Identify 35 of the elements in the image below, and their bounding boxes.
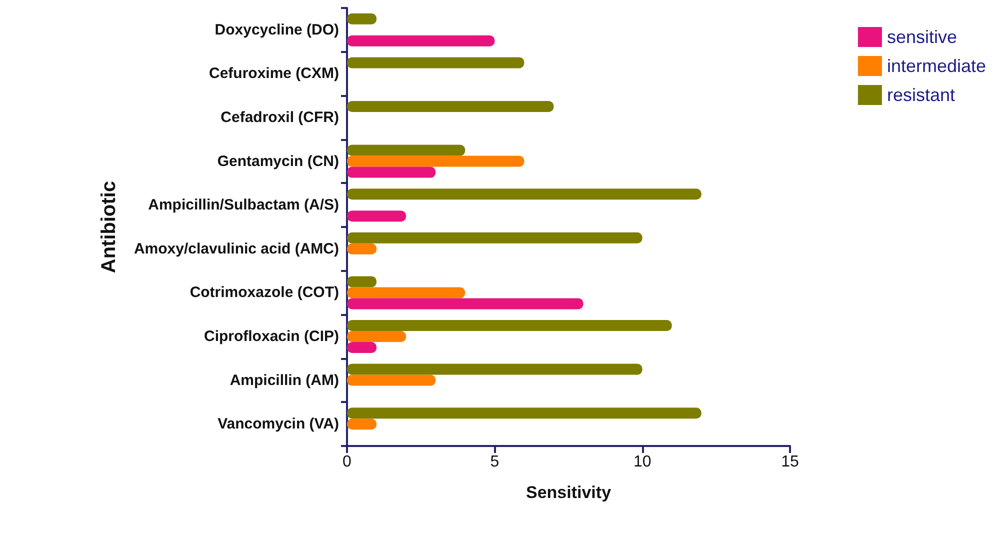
legend-label: intermediate [886, 56, 986, 76]
y-tick-label: Cotrimoxazole (COT) [190, 284, 339, 302]
bar [347, 364, 642, 375]
y-tick-label: Ampicillin/Sulbactam (A/S) [148, 196, 339, 214]
x-axis-title: Sensitivity [526, 483, 612, 502]
bar [347, 35, 495, 46]
y-tick-label: Vancomycin (VA) [218, 416, 340, 433]
bar [347, 408, 702, 419]
bar [347, 331, 406, 342]
x-tick-label: 0 [342, 454, 352, 470]
bar [347, 232, 642, 244]
y-tick-label: Ciprofloxacin (CIP) [204, 328, 339, 345]
bar [347, 320, 672, 331]
bar [347, 144, 466, 156]
legend-label: sensitive [886, 27, 957, 47]
bar [347, 188, 702, 200]
y-tick-label: Ampicillin (AM) [230, 372, 339, 389]
y-tick-label: Doxycycline (DO) [214, 21, 339, 38]
bar [347, 374, 436, 386]
y-axis-title: Antibiotic [98, 180, 120, 274]
y-tick-label: Gentamycin (CN) [217, 152, 339, 170]
bar [347, 166, 436, 178]
y-tick-label: Cefadroxil (CFR) [220, 109, 339, 126]
bar [347, 298, 584, 310]
bar [347, 57, 524, 68]
bar [347, 101, 554, 112]
bar [347, 287, 466, 298]
y-tick-label: Cefuroxime (CXM) [208, 65, 339, 82]
bar [347, 210, 406, 222]
y-tick-label: Amoxy/clavulinic acid (AMC) [134, 240, 339, 258]
x-tick-label: 15 [781, 454, 799, 470]
bar [347, 156, 524, 167]
x-tick-label: 5 [490, 454, 500, 470]
legend-label: resistant [886, 85, 955, 105]
x-tick-label: 10 [633, 454, 652, 470]
